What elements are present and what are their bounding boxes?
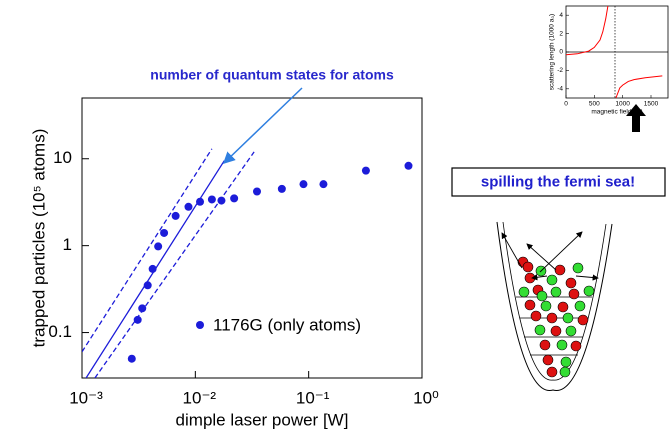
annotation-arrow xyxy=(222,87,303,165)
x-tick-label: 10⁻³ xyxy=(69,388,103,407)
diagram-label: spilling the fermi sea! xyxy=(481,173,635,190)
x-tick-label: 500 xyxy=(589,101,600,108)
data-point xyxy=(127,354,136,363)
atom xyxy=(583,285,595,297)
x-tick-label: 10⁻¹ xyxy=(296,388,330,407)
escape-arrows xyxy=(501,231,599,281)
atom xyxy=(546,274,558,286)
atom xyxy=(565,325,577,337)
data-point xyxy=(299,180,308,189)
atom xyxy=(570,340,582,352)
data-point xyxy=(148,264,157,273)
atom xyxy=(534,324,546,336)
annotation: number of quantum states for atoms xyxy=(150,67,394,83)
inset-curve xyxy=(565,5,663,99)
data-point xyxy=(230,194,239,203)
legend-label: 1176G (only atoms) xyxy=(213,315,361,334)
x-tick-label: 1500 xyxy=(644,101,659,108)
y-tick-label: 10 xyxy=(53,148,72,167)
x-axis-label: dimple laser power [W] xyxy=(176,410,349,429)
pointer-arrow xyxy=(626,104,646,132)
data-point xyxy=(207,195,216,204)
atom xyxy=(542,354,554,366)
y-tick-label: 4 xyxy=(559,12,563,19)
data-point xyxy=(171,211,180,220)
atom xyxy=(557,301,569,313)
data-point xyxy=(217,196,226,205)
x-tick-label: 1000 xyxy=(615,101,630,108)
y-tick-label: 0.1 xyxy=(48,322,72,341)
legend-marker xyxy=(196,321,204,329)
data-point xyxy=(184,202,193,211)
y-tick-label: 0 xyxy=(559,49,563,56)
model-line xyxy=(94,151,255,378)
data-point xyxy=(160,228,169,237)
atom xyxy=(546,312,558,324)
x-tick-label: 10⁻² xyxy=(183,388,217,407)
atom xyxy=(572,262,584,274)
main-chart: 10⁻³ 10⁻² 10⁻¹ 10⁰ 0.1 1 10 dimple laser power … xyxy=(29,67,439,430)
atom xyxy=(574,300,586,312)
atom xyxy=(540,300,552,312)
atom xyxy=(577,314,589,326)
atom xyxy=(568,288,580,300)
atom xyxy=(536,290,548,302)
atom xyxy=(562,312,574,324)
model-line xyxy=(82,148,213,353)
atom xyxy=(522,261,534,273)
atom xyxy=(530,310,542,322)
atom xyxy=(559,366,571,378)
data-point xyxy=(143,281,152,290)
data-point xyxy=(252,187,261,196)
atom xyxy=(550,286,562,298)
label-box xyxy=(451,167,666,197)
atom xyxy=(550,325,562,337)
atom xyxy=(556,339,568,351)
atom xyxy=(539,339,551,351)
plot-frame xyxy=(81,97,423,379)
y-axis-label: scattering length (1000 a₀) xyxy=(549,14,556,90)
atom xyxy=(560,356,572,368)
x-axis-label: magnetic field (G) xyxy=(591,109,642,116)
y-axis-label: trapped particles (10⁵ atoms) xyxy=(29,129,48,348)
data-point xyxy=(133,315,142,324)
fermi-diagram: spilling the fermi sea! xyxy=(451,167,666,392)
y-tick-label: -2 xyxy=(557,67,563,74)
atom xyxy=(565,277,577,289)
x-tick-label: 0 xyxy=(564,101,568,108)
trap-outer xyxy=(496,221,613,392)
trap-inner xyxy=(502,221,607,381)
atom xyxy=(524,299,536,311)
data-point xyxy=(404,161,413,170)
data-point xyxy=(319,180,328,189)
atom xyxy=(518,286,530,298)
y-tick-label: -4 xyxy=(557,86,563,93)
x-tick-label: 10⁰ xyxy=(413,388,439,407)
atom xyxy=(554,264,566,276)
atom xyxy=(546,366,558,378)
data-point xyxy=(361,166,370,175)
data-point xyxy=(138,304,147,313)
data-point xyxy=(277,184,286,193)
data-point xyxy=(196,197,205,206)
y-tick-label: 2 xyxy=(559,30,563,37)
data-point xyxy=(154,242,163,251)
y-tick-label: 1 xyxy=(63,235,72,254)
